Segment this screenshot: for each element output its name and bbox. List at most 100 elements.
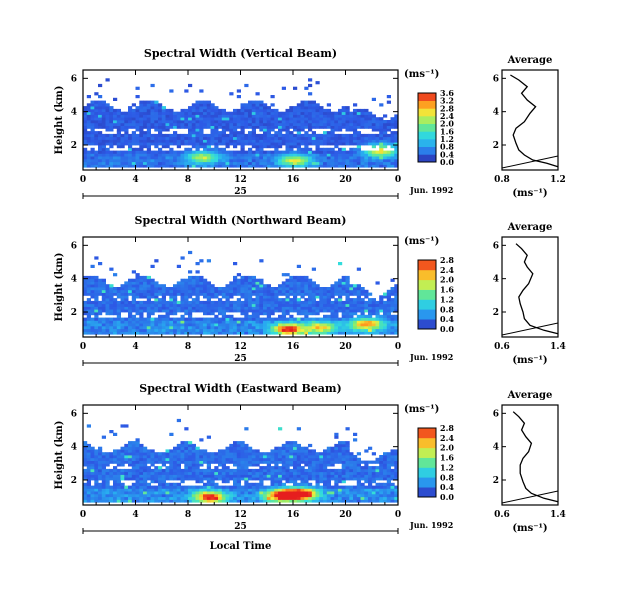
- heatmap-cell: [311, 150, 316, 154]
- heatmap-cell: [180, 122, 185, 126]
- heatmap-cell: [308, 153, 313, 157]
- avg-x-tick-label: 1.2: [550, 175, 566, 185]
- heatmap-cell: [360, 491, 365, 495]
- heatmap-cell: [240, 103, 245, 107]
- heatmap-cell: [274, 323, 279, 327]
- heatmap-cell: [386, 298, 391, 302]
- heatmap-cell: [195, 457, 200, 461]
- heatmap-cell: [251, 131, 256, 135]
- heatmap-cell: [195, 111, 200, 115]
- heatmap-cell: [229, 306, 234, 310]
- heatmap-cell: [278, 306, 283, 310]
- heatmap-cell: [345, 287, 350, 291]
- heatmap-cell: [165, 136, 170, 140]
- heatmap-cell: [98, 153, 103, 157]
- heatmap-cell: [334, 309, 339, 313]
- heatmap-cell: [154, 164, 159, 168]
- heatmap-cell: [210, 300, 215, 305]
- heatmap-cell: [259, 466, 264, 470]
- heatmap-cell: [270, 485, 275, 489]
- heatmap-cell: [94, 125, 99, 129]
- heatmap-cell: [199, 452, 204, 456]
- heatmap-cell: [139, 156, 144, 160]
- heatmap-cell: [304, 314, 309, 318]
- heatmap-cell: [270, 449, 275, 453]
- heatmap-cell: [383, 463, 388, 467]
- heatmap-cell: [146, 477, 151, 481]
- colorbar-tick-label: 0.0: [440, 492, 454, 502]
- heatmap-cell: [330, 164, 335, 168]
- heatmap-cell: [281, 468, 286, 473]
- heatmap-cell: [304, 150, 309, 154]
- heatmap-cell: [229, 287, 234, 291]
- heatmap-cell: [296, 468, 301, 473]
- heatmap-cell: [86, 156, 91, 160]
- avg-y-tick-label: 4: [493, 275, 499, 285]
- heatmap-cell: [244, 491, 249, 495]
- heatmap-cell: [113, 488, 118, 492]
- heatmap-cell: [184, 455, 189, 459]
- heatmap-cell: [349, 164, 354, 168]
- heatmap-cell: [338, 161, 343, 165]
- heatmap-cell: [225, 300, 230, 305]
- heatmap-cell: [368, 325, 373, 330]
- heatmap-cell: [379, 331, 384, 335]
- heatmap-cell: [221, 320, 226, 324]
- heatmap-cell: [105, 317, 110, 321]
- heatmap-cell: [274, 120, 279, 124]
- heatmap-cell: [165, 499, 170, 503]
- heatmap-cell: [319, 133, 324, 138]
- heatmap-cell: [169, 161, 174, 165]
- heatmap-cell: [105, 117, 110, 121]
- heatmap-cell: [116, 295, 121, 299]
- heatmap-cell: [386, 100, 391, 104]
- heatmap-cell: [116, 328, 121, 332]
- heatmap-cell: [203, 103, 208, 107]
- heatmap-cell: [293, 452, 298, 456]
- heatmap-cell: [360, 150, 365, 154]
- heatmap-cell: [101, 477, 106, 481]
- heatmap-cell: [199, 153, 204, 157]
- heatmap-cell: [128, 493, 133, 498]
- heatmap-cell: [326, 289, 331, 293]
- x-tick-label: 0: [395, 342, 401, 352]
- heatmap-cell: [203, 120, 208, 124]
- heatmap-cell: [341, 309, 346, 313]
- heatmap-cell: [356, 117, 361, 121]
- heatmap-cell: [375, 117, 380, 121]
- heatmap-cell: [206, 309, 211, 313]
- heatmap-cell: [176, 320, 181, 324]
- heatmap-cell: [124, 449, 129, 453]
- heatmap-cell: [244, 449, 249, 453]
- heatmap-cell: [113, 468, 118, 473]
- heatmap-cell: [379, 460, 384, 464]
- heatmap-cell: [240, 292, 245, 296]
- heatmap-cell: [225, 284, 230, 288]
- heatmap-cell: [386, 480, 391, 484]
- heatmap-cell: [371, 499, 376, 503]
- heatmap-cell: [285, 281, 290, 285]
- heatmap-cell: [341, 446, 346, 450]
- heatmap-cell: [345, 328, 350, 332]
- heatmap-cell: [94, 139, 99, 143]
- heatmap-cell: [180, 488, 185, 492]
- heatmap-cell: [300, 281, 305, 285]
- heatmap-cell: [105, 298, 110, 302]
- heatmap-cell: [341, 491, 346, 495]
- colorbar-tick-label: 0.8: [440, 142, 454, 152]
- heatmap-cell: [236, 108, 241, 113]
- heatmap-cell: [285, 117, 290, 121]
- heatmap-cell: [240, 131, 245, 135]
- heatmap-cell: [353, 120, 358, 124]
- heatmap-cell: [248, 320, 253, 324]
- heatmap-cell: [173, 496, 178, 500]
- heatmap-cell: [341, 496, 346, 500]
- heatmap-cell: [394, 300, 399, 305]
- heatmap-cell: [165, 153, 170, 157]
- heatmap-cell: [296, 136, 301, 140]
- colorbar-segment: [418, 299, 436, 310]
- heatmap-cell: [101, 466, 106, 470]
- heatmap-cell: [158, 133, 163, 138]
- heatmap-cell: [345, 441, 350, 445]
- heatmap-cell: [233, 493, 238, 498]
